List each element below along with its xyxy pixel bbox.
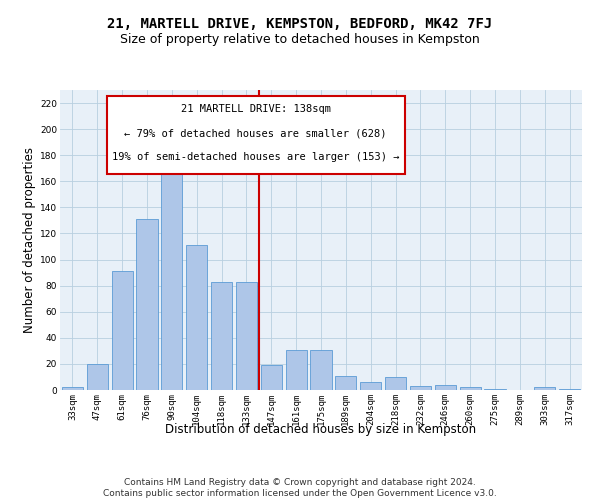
Bar [335,376,356,390]
Text: Size of property relative to detached houses in Kempston: Size of property relative to detached ho… [120,32,480,46]
Bar [310,350,332,390]
Bar [484,388,506,390]
Text: Contains HM Land Registry data © Crown copyright and database right 2024.
Contai: Contains HM Land Registry data © Crown c… [103,478,497,498]
FancyBboxPatch shape [107,96,404,174]
Bar [534,388,555,390]
Text: Distribution of detached houses by size in Kempston: Distribution of detached houses by size … [166,422,476,436]
Bar [211,282,232,390]
Bar [186,245,207,390]
Text: 19% of semi-detached houses are larger (153) →: 19% of semi-detached houses are larger (… [112,152,400,162]
Bar [136,219,158,390]
Bar [460,388,481,390]
Bar [62,388,83,390]
Bar [236,282,257,390]
Bar [87,364,108,390]
Y-axis label: Number of detached properties: Number of detached properties [23,147,36,333]
Bar [286,350,307,390]
Bar [360,382,381,390]
Text: 21 MARTELL DRIVE: 138sqm: 21 MARTELL DRIVE: 138sqm [181,104,331,115]
Bar [435,385,456,390]
Bar [261,365,282,390]
Bar [410,386,431,390]
Text: 21, MARTELL DRIVE, KEMPSTON, BEDFORD, MK42 7FJ: 21, MARTELL DRIVE, KEMPSTON, BEDFORD, MK… [107,18,493,32]
Bar [559,388,580,390]
Bar [385,377,406,390]
Bar [161,167,182,390]
Bar [112,272,133,390]
Text: ← 79% of detached houses are smaller (628): ← 79% of detached houses are smaller (62… [125,128,387,138]
